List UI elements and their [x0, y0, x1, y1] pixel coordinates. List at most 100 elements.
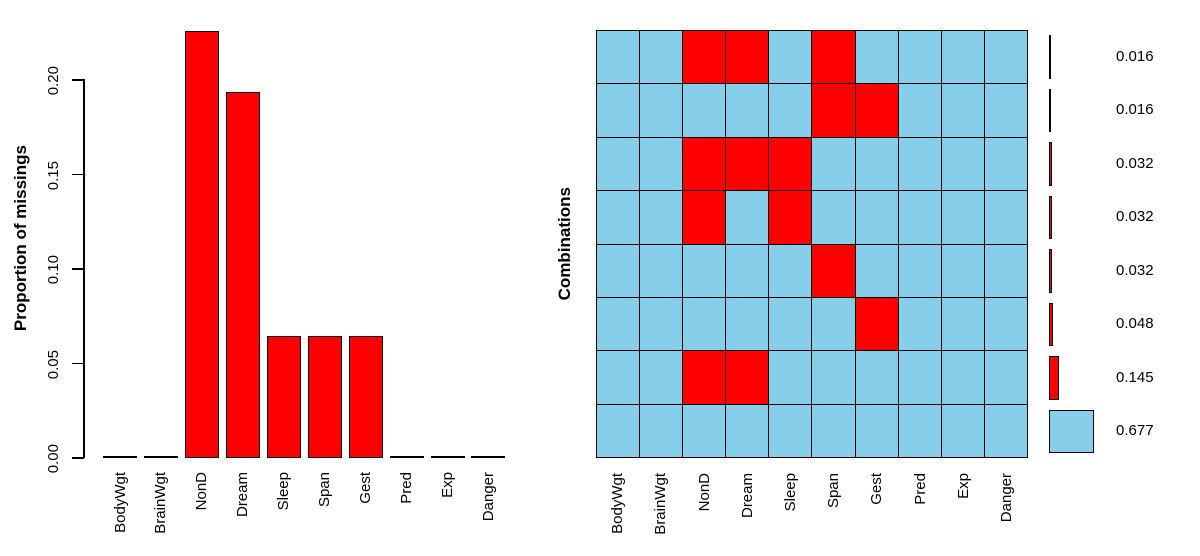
- x-axis-label: Danger: [479, 472, 497, 522]
- x-axis-label: BodyWgt: [609, 473, 627, 534]
- matrix-cell-observed: [855, 244, 898, 297]
- legend-proportion-bar: [1049, 302, 1053, 346]
- matrix-cell-observed: [812, 351, 855, 404]
- matrix-cell-observed: [597, 404, 640, 457]
- matrix-cell-missing: [726, 137, 769, 191]
- matrix-cell-observed: [941, 351, 984, 404]
- y-axis-tick-label: 0.15: [45, 160, 62, 190]
- matrix-cell-observed: [769, 297, 812, 351]
- legend-proportion-bar: [1049, 35, 1051, 79]
- matrix-cell-observed: [941, 84, 984, 137]
- matrix-cell-observed: [597, 244, 640, 297]
- matrix-cell-missing: [812, 31, 855, 84]
- matrix-cell-observed: [855, 31, 898, 84]
- x-axis-label: Gest: [357, 472, 375, 504]
- x-axis-label: Gest: [868, 473, 886, 505]
- right-y-axis-title: Combinations: [555, 187, 574, 301]
- matrix-cell-observed: [769, 404, 812, 457]
- x-axis-label: BrainWgt: [652, 473, 670, 535]
- matrix-cell-observed: [812, 297, 855, 351]
- matrix-cell-observed: [683, 84, 726, 137]
- matrix-cell-observed: [855, 351, 898, 404]
- x-axis-label: Danger: [997, 473, 1015, 523]
- matrix-cell-observed: [769, 31, 812, 84]
- matrix-cell-observed: [597, 31, 640, 84]
- x-axis-label: Pred: [398, 472, 416, 504]
- y-axis-tick: [72, 268, 84, 270]
- y-axis-tick-label: 0.20: [45, 66, 62, 96]
- matrix-cell-observed: [855, 404, 898, 457]
- matrix-cell-missing: [726, 351, 769, 404]
- legend-proportion-label: 0.016: [1116, 47, 1154, 65]
- legend-proportion-label: 0.016: [1116, 101, 1154, 119]
- matrix-cell-observed: [597, 297, 640, 351]
- matrix-cell-observed: [597, 137, 640, 191]
- y-axis-tick: [72, 173, 84, 176]
- x-axis-label: Dream: [738, 473, 756, 519]
- matrix-cell-observed: [726, 191, 769, 244]
- y-axis-tick: [72, 362, 84, 365]
- matrix-cell-observed: [898, 84, 941, 137]
- matrix-cell-observed: [941, 191, 984, 244]
- zero-bar-line: [389, 456, 424, 458]
- matrix-cell-observed: [898, 297, 941, 351]
- matrix-cell-observed: [984, 244, 1027, 297]
- y-axis-tick-label: 0.00: [45, 444, 62, 474]
- matrix-cell-missing: [683, 31, 726, 84]
- legend-proportion-label: 0.048: [1116, 315, 1154, 333]
- matrix-cell-missing: [683, 191, 726, 244]
- zero-bar-line: [143, 456, 178, 458]
- matrix-cell-observed: [683, 297, 726, 351]
- matrix-cell-observed: [683, 404, 726, 457]
- matrix-cell-observed: [941, 404, 984, 457]
- matrix-cell-observed: [984, 191, 1027, 244]
- matrix-cell-observed: [640, 404, 683, 457]
- legend-proportion-bar: [1049, 88, 1051, 132]
- y-axis-tick-label: 0.10: [45, 255, 62, 285]
- matrix-cell-observed: [683, 244, 726, 297]
- matrix-cell-observed: [898, 244, 941, 297]
- matrix-cell-observed: [640, 351, 683, 404]
- matrix-cell-observed: [640, 244, 683, 297]
- legend-proportion-label: 0.145: [1116, 368, 1154, 386]
- left-y-axis-title: Proportion of missings: [11, 145, 30, 332]
- x-axis-label: Span: [825, 473, 843, 509]
- legend-proportion-label: 0.032: [1116, 154, 1154, 172]
- combination-matrix-grid: [596, 30, 1028, 458]
- bar: [266, 336, 301, 458]
- zero-bar-line: [471, 456, 506, 458]
- matrix-cell-observed: [941, 244, 984, 297]
- matrix-cell-observed: [898, 404, 941, 457]
- legend-proportion-label: 0.677: [1116, 422, 1154, 440]
- legend-proportion-bar: [1049, 195, 1052, 239]
- matrix-cell-observed: [640, 31, 683, 84]
- matrix-cell-observed: [941, 31, 984, 84]
- bar: [348, 336, 383, 458]
- matrix-cell-observed: [812, 137, 855, 191]
- bar: [184, 31, 219, 458]
- matrix-cell-observed: [984, 137, 1027, 191]
- matrix-cell-observed: [855, 137, 898, 191]
- matrix-cell-observed: [984, 351, 1027, 404]
- matrix-cell-observed: [640, 297, 683, 351]
- matrix-cell-observed: [812, 404, 855, 457]
- matrix-cell-observed: [726, 244, 769, 297]
- matrix-cell-observed: [984, 84, 1027, 137]
- matrix-cell-observed: [597, 84, 640, 137]
- bar: [307, 336, 342, 458]
- legend-proportion-bar: [1049, 249, 1052, 293]
- matrix-cell-missing: [855, 84, 898, 137]
- legend-proportion-bar: [1049, 142, 1052, 186]
- matrix-cell-observed: [726, 84, 769, 137]
- matrix-cell-observed: [984, 297, 1027, 351]
- matrix-cell-observed: [941, 297, 984, 351]
- matrix-cell-observed: [898, 31, 941, 84]
- matrix-cell-observed: [597, 351, 640, 404]
- matrix-cell-missing: [726, 31, 769, 84]
- matrix-cell-observed: [984, 404, 1027, 457]
- matrix-cell-observed: [812, 191, 855, 244]
- matrix-cell-observed: [898, 137, 941, 191]
- y-axis-tick: [72, 457, 84, 459]
- zero-bar-line: [103, 456, 137, 458]
